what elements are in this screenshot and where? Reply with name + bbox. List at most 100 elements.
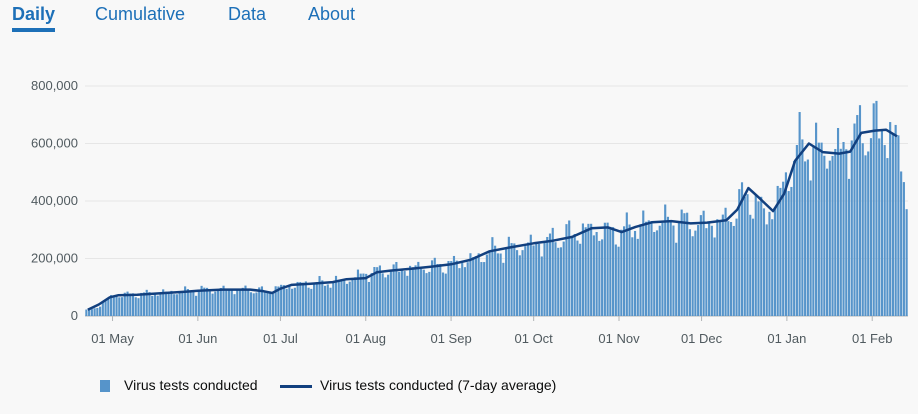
tests-bar (669, 221, 672, 316)
tests-bar (499, 253, 502, 316)
tests-bar (878, 138, 881, 316)
tests-bar (156, 295, 159, 316)
tests-bar (647, 220, 650, 316)
tests-bar (244, 285, 247, 316)
tests-bar (203, 287, 206, 316)
tests-bar (474, 256, 477, 316)
tab-daily[interactable]: Daily (12, 4, 56, 24)
tests-bar (729, 222, 733, 316)
tests-bar (779, 187, 782, 316)
tests-bar (291, 288, 294, 316)
tests-bar (727, 221, 730, 316)
tests-bar (535, 241, 538, 316)
tests-bar (869, 138, 873, 316)
tests-bar (614, 244, 617, 316)
x-tick-label: 01 Jul (263, 331, 298, 346)
tests-bar (233, 294, 236, 316)
tests-bar (219, 288, 222, 316)
tests-bar (708, 221, 711, 316)
tests-bar (444, 273, 447, 316)
tests-bar (241, 287, 244, 316)
tests-bar (845, 149, 848, 316)
tests-bar (164, 291, 167, 316)
tests-bar (598, 240, 601, 316)
tests-bar (173, 294, 176, 316)
tests-bar (576, 240, 579, 316)
tests-bar (716, 219, 719, 316)
tests-bar (584, 227, 587, 316)
tests-bar (894, 124, 897, 316)
tests-bar (422, 269, 425, 316)
tests-bar (559, 247, 563, 316)
tests-bar (880, 129, 884, 316)
tests-bar (112, 296, 115, 316)
tests-bar (633, 230, 637, 316)
tests-bar (260, 286, 264, 316)
tests-bar (540, 256, 543, 316)
tests-bar (622, 226, 626, 316)
tests-bar (299, 282, 302, 316)
tests-bar (151, 295, 154, 316)
tests-bar (740, 182, 744, 316)
tests-bar (625, 212, 628, 316)
tests-bar (713, 237, 716, 316)
tests-bar (214, 291, 217, 316)
tests-bar (554, 242, 557, 316)
tests-bar (356, 269, 360, 316)
y-tick-label: 800,000 (31, 78, 78, 93)
tests-bar (433, 257, 436, 316)
tests-bar (801, 139, 804, 316)
tests-bar (601, 239, 604, 316)
tests-bar (762, 208, 766, 316)
tab-cumulative[interactable]: Cumulative (95, 4, 186, 24)
tests-bar (216, 289, 220, 316)
tests-bar (373, 267, 376, 316)
tests-bar (642, 210, 645, 316)
x-tick-label: 01 Sep (430, 331, 471, 346)
tab-data[interactable]: Data (228, 4, 267, 24)
tests-bar (683, 213, 686, 316)
tests-bar (406, 275, 409, 316)
tests-bar (809, 180, 812, 316)
tests-bar (565, 224, 568, 316)
tests-bar (378, 265, 381, 316)
tests-bar (392, 264, 395, 316)
tests-bar (834, 148, 837, 316)
tests-bar (719, 220, 722, 316)
tests-bar (271, 293, 274, 316)
tests-bar (148, 292, 151, 316)
tests-bar (902, 182, 905, 316)
tests-bar (754, 194, 757, 316)
tests-bar (310, 288, 313, 316)
tests-bar (230, 289, 233, 316)
tests-bar (162, 289, 165, 316)
tests-bar (274, 286, 277, 316)
tests-bar (318, 276, 321, 316)
tests-bar (282, 285, 285, 316)
tests-bar (612, 227, 615, 316)
y-tick-label: 600,000 (31, 136, 78, 151)
tests-bar (238, 288, 242, 316)
tests-bar (526, 242, 530, 316)
tests-bar (562, 241, 565, 316)
tab-about[interactable]: About (308, 4, 356, 24)
tests-bar (724, 207, 727, 316)
legend-label-bars: Virus tests conducted (124, 377, 258, 393)
tests-bar (842, 141, 845, 316)
tests-bar (853, 123, 856, 316)
legend-item-bars: Virus tests conducted (100, 377, 258, 393)
tests-bar (258, 287, 261, 316)
tests-bar (195, 295, 198, 316)
tests-bar (784, 172, 787, 316)
tests-bar (137, 298, 140, 316)
tests-bar (296, 281, 299, 316)
x-tick-label: 01 Jan (767, 331, 806, 346)
tests-bar (387, 274, 390, 316)
tests-bar (776, 185, 779, 316)
tests-bar (315, 282, 318, 316)
tests-bar (469, 253, 472, 316)
tests-bar (145, 289, 148, 316)
tests-bar (351, 278, 354, 316)
tests-bar (359, 273, 362, 316)
tests-bar (370, 273, 373, 316)
